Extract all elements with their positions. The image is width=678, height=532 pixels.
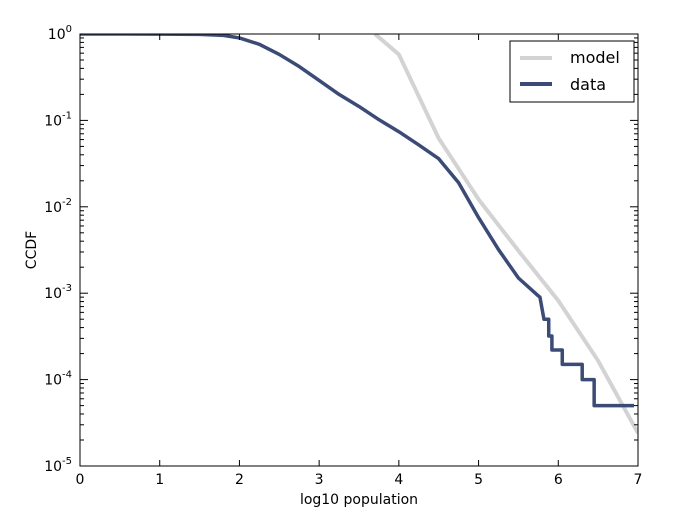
x-axis-label: log10 population: [300, 492, 418, 508]
x-tick-label: 2: [235, 472, 244, 488]
legend-label-data: data: [570, 75, 606, 94]
y-axis-label: CCDF: [24, 231, 40, 269]
legend-label-model: model: [570, 48, 620, 67]
ticks-layer: 0 1 2 3 4 5 6 7 100 10-1 10-2 10-3 10-4 10-5: [44, 24, 642, 488]
series-line-model: [373, 34, 638, 435]
y-tick-label: 10-2: [44, 197, 72, 216]
y-tick-label: 100: [48, 24, 72, 43]
x-tick-label: 3: [315, 472, 324, 488]
series-line-data: [80, 34, 635, 408]
x-tick-label: 7: [634, 472, 643, 488]
legend-box: [509, 40, 635, 103]
y-tick-label: 10-4: [44, 370, 72, 389]
y-tick-label: 10-3: [44, 283, 72, 302]
x-tick-label: 5: [474, 472, 483, 488]
y-tick-label: 10-5: [44, 456, 72, 475]
legend: model data: [509, 40, 635, 103]
x-tick-label: 1: [155, 472, 164, 488]
series-layer: [80, 34, 638, 435]
plot-frame: [79, 33, 639, 467]
x-tick-label: 0: [76, 472, 85, 488]
y-tick-label: 10-1: [44, 110, 72, 129]
x-tick-label: 4: [394, 472, 403, 488]
x-tick-label: 6: [554, 472, 563, 488]
